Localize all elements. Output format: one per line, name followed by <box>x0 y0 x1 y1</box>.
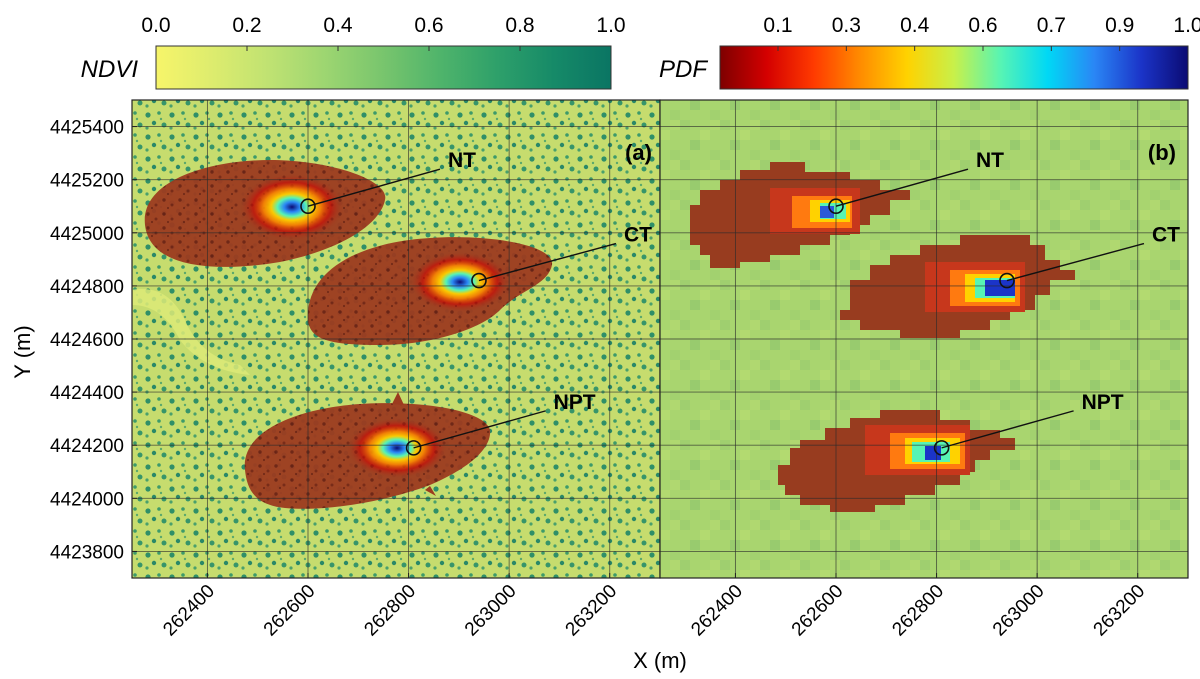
tower-leader-NPT <box>413 410 546 449</box>
colorbar-tick-label: 0.3 <box>832 14 861 37</box>
x-axis-title: X (m) <box>633 648 687 673</box>
tower-label-NT: NT <box>976 149 1004 172</box>
x-tick-label: 262400 <box>687 581 747 641</box>
panel-b-pdf-map: (b) <box>659 99 1189 579</box>
panel-a-grid <box>132 100 660 578</box>
y-tick-label: 4424000 <box>50 489 124 510</box>
x-axis: 262400 262600 262800 263000 263200 262400 2626… <box>159 573 1149 640</box>
tower-marker-NPT <box>405 440 422 456</box>
panel-b-grid <box>660 100 1188 578</box>
tower-leader-CT <box>478 242 617 282</box>
tower-label-NT: NT <box>448 149 476 172</box>
x-tick-label: 262600 <box>788 581 848 641</box>
footprint-NPT-a-peak <box>347 418 447 478</box>
pdf-colorbar-label: PDF <box>659 56 708 83</box>
tower-label-NPT: NPT <box>554 391 596 414</box>
y-tick-label: 4425400 <box>50 118 124 139</box>
y-axis: 4425400 4425200 4425000 4424800 4424600 44244… <box>50 118 137 563</box>
panel-a-ndvi-map: (a) <box>131 99 661 579</box>
x-tick-label: 262800 <box>888 581 948 641</box>
y-tick-label: 4424200 <box>50 436 124 457</box>
footprint-NT-b-peak <box>820 206 834 218</box>
tower-marker-CT <box>471 272 487 289</box>
colorbar-tick-label: 1.0 <box>596 14 625 37</box>
colorbar-tick-label: 0.9 <box>1105 14 1134 37</box>
panel-b-label: (b) <box>1148 140 1176 165</box>
colorbar-tick-label: 0.1 <box>763 14 792 37</box>
tower-marker-CT <box>999 272 1015 289</box>
footprint-CT-a-peak <box>410 252 510 312</box>
tower-label-CT: CT <box>1152 224 1180 247</box>
colorbar-tick-label: 0.2 <box>232 14 261 37</box>
tower-label-NPT: NPT <box>1082 391 1124 414</box>
footprint-NPT-a-spike <box>392 392 436 496</box>
panel-a-label: (a) <box>625 140 652 165</box>
footprint-NT-a <box>144 160 386 267</box>
y-axis-title: Y (m) <box>10 325 35 378</box>
x-tick-label: 263200 <box>562 581 622 641</box>
x-tick-label: 263000 <box>461 581 521 641</box>
footprint-NPT-b-peak <box>925 446 941 460</box>
colorbar-tick-label: 0.7 <box>1037 14 1066 37</box>
tower-markers: NT CT NPT NT CT NPT <box>300 149 1180 456</box>
x-tick-label: 262800 <box>360 581 420 641</box>
y-tick-label: 4425000 <box>50 224 124 245</box>
y-tick-label: 4425200 <box>50 171 124 192</box>
tower-leader-NT <box>835 168 969 207</box>
tower-leader-CT <box>1006 242 1145 282</box>
panel-b-frame <box>659 99 1189 579</box>
colorbar-tick-label: 0.4 <box>900 14 930 37</box>
y-tick-label: 4424400 <box>50 383 124 404</box>
y-tick-label: 4424600 <box>50 330 124 351</box>
tower-marker-NPT <box>933 440 950 456</box>
tower-leader-NT <box>307 168 441 207</box>
y-tick-label: 4423800 <box>50 542 124 563</box>
colorbar-tick-label: 1.0 <box>1173 14 1200 37</box>
pdf-colorbar-bar <box>719 45 1189 90</box>
footprint-CT-a <box>307 237 553 345</box>
colorbar-tick-label: 0.0 <box>141 14 170 37</box>
x-tick-label: 262400 <box>159 581 219 641</box>
ndvi-colorbar: 0.0 0.2 0.4 0.6 0.8 1.0 NDVI <box>81 14 626 90</box>
tower-leader-NPT <box>941 410 1074 449</box>
footprint-NT-a-peak <box>240 174 344 240</box>
colorbar-tick-label: 0.8 <box>505 14 534 37</box>
footprint-NPT-b <box>778 410 1015 512</box>
footprint-NT-b <box>690 162 910 268</box>
pdf-colorbar: 0.1 0.3 0.4 0.6 0.7 0.9 1.0 PDF <box>659 14 1200 90</box>
colorbar-tick-label: 0.4 <box>323 14 353 37</box>
colorbar-tick-label: 0.6 <box>414 14 443 37</box>
ndvi-colorbar-bar <box>155 45 612 90</box>
x-tick-label: 263200 <box>1090 581 1150 641</box>
x-tick-label: 262600 <box>260 581 320 641</box>
pdf-colorbar-ticks: 0.1 0.3 0.4 0.6 0.7 0.9 1.0 <box>763 14 1200 51</box>
tower-marker-NT <box>300 198 316 215</box>
ndvi-colorbar-label: NDVI <box>81 56 139 83</box>
y-tick-label: 4424800 <box>50 277 124 298</box>
x-tick-label: 263000 <box>989 581 1049 641</box>
channel-feature <box>132 289 250 375</box>
colorbar-tick-label: 0.6 <box>968 14 997 37</box>
tower-marker-NT <box>828 198 844 215</box>
tower-label-CT: CT <box>624 224 652 247</box>
footprint-NPT-a <box>244 392 491 509</box>
footprint-CT-b-peak <box>985 280 1015 296</box>
ndvi-colorbar-ticks: 0.0 0.2 0.4 0.6 0.8 1.0 <box>141 14 626 51</box>
